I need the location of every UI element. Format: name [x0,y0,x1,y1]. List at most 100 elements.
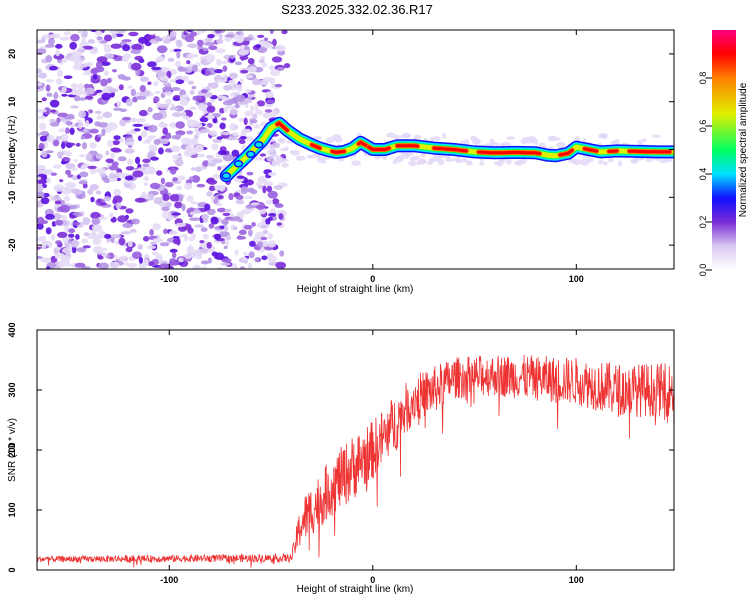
noise-speck [239,136,247,140]
noise-speck [154,90,161,95]
noise-speck [172,154,182,160]
ridge-blob [221,172,232,180]
noise-speck [392,159,398,165]
noise-speck [49,118,56,123]
noise-speck [74,262,86,268]
noise-speck [169,106,179,111]
noise-speck [252,78,262,86]
noise-speck [70,167,78,171]
y-tick-label: 100 [7,502,17,517]
noise-speck [235,31,241,35]
noise-speck [83,127,88,134]
noise-speck [124,175,134,181]
noise-speck [92,74,98,80]
noise-speck [38,142,45,151]
noise-speck [91,217,101,225]
noise-speck [132,123,144,127]
noise-speck [247,58,255,65]
noise-speck [165,82,172,88]
noise-speck [40,220,49,225]
noise-speck [175,222,187,228]
noise-speck [420,152,426,158]
noise-speck [113,107,122,111]
noise-speck [61,247,73,254]
snr-panel: -100 0 100 0 100 200 300 400 Height of straight… [7,322,675,595]
noise-speck [225,240,230,246]
noise-speck [243,117,248,126]
noise-speck [220,262,231,266]
noise-speck [42,192,50,198]
noise-speck [49,99,60,108]
noise-speck [382,156,387,160]
noise-speck [45,227,52,235]
noise-speck [54,219,64,226]
noise-speck [37,82,42,87]
ridge-core [477,150,542,156]
noise-speck [556,141,566,149]
noise-speck [64,225,70,234]
noise-speck [121,76,131,81]
noise-speck [225,235,232,241]
noise-speck [175,133,181,140]
noise-speck [218,184,226,192]
noise-speck [176,50,181,59]
spectrogram-ridge [219,116,674,183]
noise-speck [217,195,224,199]
noise-speck [68,124,76,128]
noise-speck [159,242,170,247]
noise-speck [652,134,661,138]
noise-speck [135,118,146,123]
noise-speck [37,202,44,208]
y-tick-label: 20 [7,49,17,59]
noise-speck [222,73,228,81]
noise-speck [72,189,84,195]
noise-speck [206,105,216,113]
noise-speck [99,202,107,206]
noise-speck [161,211,172,219]
colorbar-tick-label: 0.6 [698,120,708,133]
noise-speck [130,228,137,233]
noise-speck [281,30,288,35]
noise-speck [101,92,111,101]
noise-speck [272,198,280,205]
noise-speck [257,176,268,184]
noise-speck [213,198,219,205]
noise-speck [202,233,209,240]
noise-speck [97,198,102,204]
noise-speck [70,105,79,109]
noise-speck [254,103,259,112]
noise-speck [82,217,91,226]
noise-speck [445,157,453,163]
noise-speck [212,158,223,164]
y-tick-label: 10 [7,97,17,107]
noise-speck [187,227,194,234]
noise-speck [279,148,289,152]
noise-speck [118,84,124,91]
noise-speck [90,30,97,33]
noise-speck [45,84,51,92]
noise-speck [209,82,219,89]
noise-speck [202,47,209,51]
noise-speck [295,155,306,161]
noise-speck [184,35,195,43]
noise-speck [190,201,198,205]
noise-speck [187,43,198,49]
noise-speck [469,135,477,141]
noise-speck [102,111,113,118]
noise-speck [216,38,224,44]
noise-speck [164,181,174,188]
noise-speck [243,251,248,256]
noise-speck [169,260,180,266]
noise-speck [191,85,197,90]
noise-speck [271,154,279,158]
spectrogram-x-label: Height of straight line (km) [297,284,414,295]
noise-speck [599,133,608,138]
noise-speck [45,213,55,220]
noise-speck [309,154,316,159]
noise-speck [80,135,85,140]
noise-speck [49,121,60,127]
noise-speck [62,157,71,162]
noise-speck [208,185,216,191]
noise-speck [332,134,342,140]
